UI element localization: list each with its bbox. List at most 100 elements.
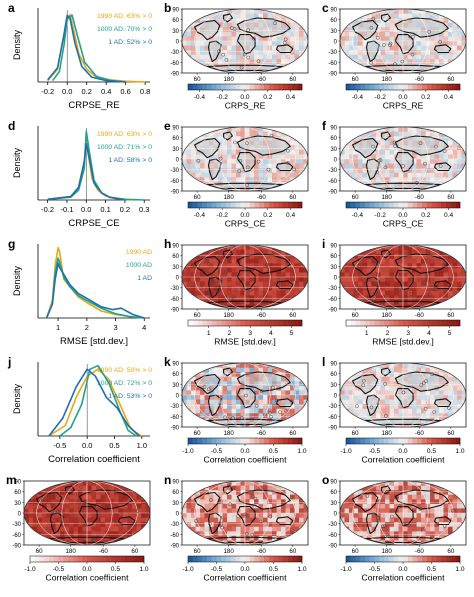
lat-label: -90 — [170, 308, 179, 314]
map-cell — [299, 404, 304, 409]
map-cell — [200, 263, 205, 269]
map-cell — [254, 249, 259, 255]
map-cell — [60, 485, 65, 491]
map-cell — [285, 363, 291, 368]
map-cell — [263, 295, 268, 301]
map-cell — [290, 526, 295, 532]
map-cell — [231, 395, 237, 400]
map-cell — [186, 513, 192, 518]
colorbar-segment — [207, 556, 212, 562]
map-cell — [231, 13, 237, 19]
map-cell — [461, 267, 466, 273]
map-cell — [231, 140, 237, 146]
map-cell — [394, 263, 399, 269]
map-cell — [439, 395, 444, 400]
map-cell — [276, 159, 282, 164]
map-cell — [285, 54, 291, 60]
x-tick-label: -0.1 — [60, 205, 73, 214]
map-cell — [294, 249, 300, 255]
map-cell — [263, 526, 268, 532]
map-cell — [376, 372, 381, 377]
map-cell — [204, 50, 210, 55]
map-cell — [416, 159, 422, 164]
map-cell — [227, 381, 232, 387]
map-cell — [281, 513, 286, 518]
map-cell — [439, 422, 444, 427]
map-cell — [430, 395, 435, 400]
map-cell — [394, 286, 399, 291]
map-cell — [28, 513, 34, 518]
proxy-marker — [430, 281, 434, 286]
lon-label: 60 — [194, 548, 201, 555]
legend-entry: 1 AD — [137, 275, 152, 282]
map-cell — [263, 131, 268, 137]
map-cell — [182, 54, 187, 60]
map-cell — [349, 245, 354, 250]
map-cell — [380, 408, 386, 414]
map-cell — [385, 295, 390, 301]
map-cell — [222, 31, 228, 37]
map-cell — [227, 408, 232, 414]
colorbar-segment — [431, 438, 437, 444]
map-cell — [254, 413, 259, 419]
map-cell — [213, 372, 219, 377]
map-cell — [394, 27, 399, 33]
map-cell — [457, 372, 462, 377]
map-cell — [191, 168, 196, 173]
map-cell — [73, 513, 79, 518]
map-cell — [394, 281, 399, 287]
map-cell — [385, 168, 390, 173]
map-cell — [358, 186, 363, 191]
map-cell — [299, 395, 304, 400]
graticule-lon — [194, 9, 296, 73]
map-cell — [344, 299, 350, 305]
map-cell — [294, 372, 300, 377]
map-cell — [407, 299, 413, 305]
map-cell — [236, 127, 241, 132]
map-cell — [448, 159, 453, 164]
proxy-marker — [424, 379, 428, 383]
map-cell — [46, 485, 52, 491]
map-cell — [398, 413, 404, 419]
colorbar-tick-label: 0.5 — [427, 448, 436, 455]
map-cell — [416, 59, 422, 65]
lat-label: 60 — [330, 18, 337, 24]
map-cell — [416, 254, 422, 259]
map-cell — [294, 13, 300, 19]
map-cell — [362, 54, 368, 60]
map-cell — [218, 258, 223, 264]
colorbar-segment — [249, 202, 255, 208]
map-cell — [240, 531, 246, 537]
x-tick-label: 0.0 — [82, 441, 92, 450]
map-cell — [367, 281, 372, 287]
lat-label: 0 — [176, 394, 180, 400]
map-cell — [285, 517, 291, 523]
map-cell — [281, 281, 286, 287]
colorbar-segment — [412, 84, 418, 90]
map-cell — [281, 31, 286, 37]
map-cell — [457, 299, 462, 305]
map-cell — [204, 45, 210, 51]
map-cell — [272, 163, 277, 169]
map-cell — [78, 535, 83, 541]
colorbar-segment — [240, 438, 246, 444]
map-cell — [191, 41, 196, 46]
map-cell — [439, 172, 444, 178]
map-cell — [340, 31, 345, 37]
map-cell — [412, 399, 417, 405]
proxy-marker — [430, 372, 435, 376]
map-cell — [367, 186, 372, 191]
map-cell — [60, 513, 65, 518]
map-cell — [303, 363, 308, 368]
map-cell — [290, 508, 295, 514]
map-cell — [461, 149, 466, 155]
map-cell — [105, 503, 110, 509]
map-cell — [281, 18, 286, 23]
map-cell — [448, 277, 453, 282]
map-cell — [191, 50, 196, 55]
map-cell — [200, 290, 205, 296]
map-cell — [213, 267, 219, 273]
colorbar-tick-label: -0.2 — [375, 94, 387, 101]
map-cell — [425, 177, 431, 183]
